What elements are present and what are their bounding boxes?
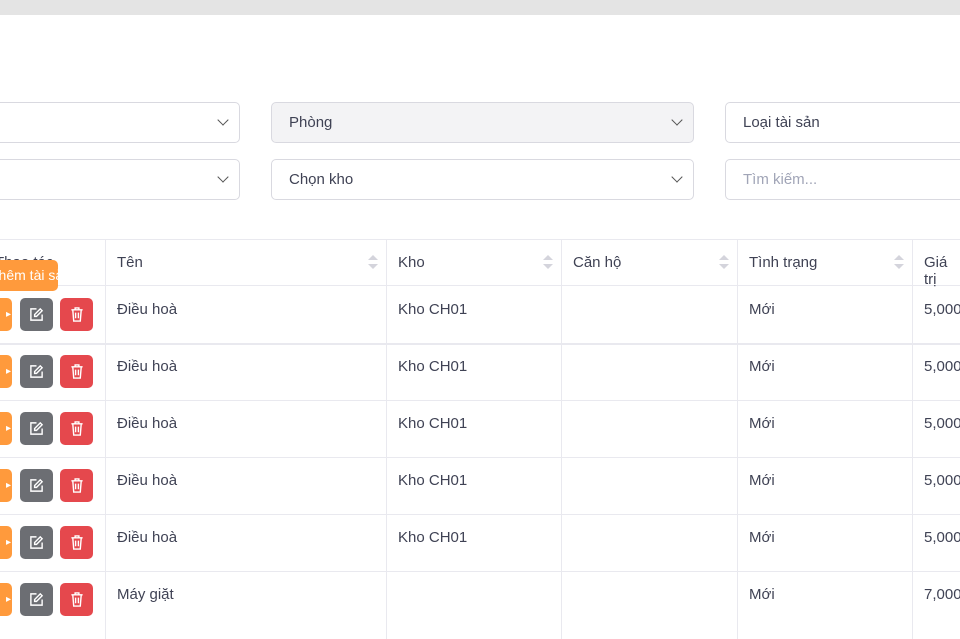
edit-button[interactable] (20, 583, 53, 616)
cell-value: 5,000 (924, 358, 960, 375)
trash-icon (70, 364, 83, 379)
room-select[interactable]: Phòng (271, 102, 694, 143)
cell-name: Điều hoà (117, 301, 178, 318)
search-placeholder: Tìm kiếm... (743, 171, 818, 188)
delete-button[interactable] (60, 526, 93, 559)
warehouse-select-value: Chọn kho (289, 171, 354, 188)
cell-name: Điều hoà (117, 415, 178, 432)
add-asset-button[interactable]: ▸ (0, 583, 12, 616)
edit-button[interactable] (20, 469, 53, 502)
asset-type-select[interactable]: Loại tài sản (725, 102, 960, 143)
arrow-right-icon: ▸ (5, 480, 12, 491)
cell-value: 5,000 (924, 529, 960, 546)
column-divider (105, 239, 106, 639)
trash-icon (70, 592, 83, 607)
cell-status: Mới (749, 586, 775, 603)
edit-icon (30, 307, 44, 321)
top-bar (0, 0, 960, 15)
cell-name: Điều hoà (117, 529, 178, 546)
add-asset-button[interactable]: ▸ (0, 355, 12, 388)
trash-icon (70, 478, 83, 493)
edit-button[interactable] (20, 526, 53, 559)
column-header[interactable]: Giá trị (924, 254, 948, 288)
edit-button[interactable] (20, 412, 53, 445)
edit-icon (30, 421, 44, 435)
asset-type-value: Loại tài sản (743, 114, 820, 131)
edit-icon (30, 364, 44, 378)
edit-button[interactable] (20, 298, 53, 331)
filter-select-2[interactable] (0, 159, 240, 200)
add-asset-button[interactable]: ▸ (0, 412, 12, 445)
column-header[interactable]: Tên (117, 254, 143, 271)
arrow-right-icon: ▸ (5, 423, 12, 434)
row-divider (0, 571, 960, 572)
cell-warehouse: Kho CH01 (398, 529, 468, 546)
cell-status: Mới (749, 415, 775, 432)
add-asset-button[interactable]: ▸ (0, 298, 12, 331)
cell-name: Máy giặt (117, 586, 174, 603)
warehouse-select[interactable]: Chọn kho (271, 159, 694, 200)
cell-status: Mới (749, 472, 775, 489)
cell-status: Mới (749, 529, 775, 546)
edit-icon (30, 535, 44, 549)
delete-button[interactable] (60, 469, 93, 502)
cell-name: Điều hoà (117, 358, 178, 375)
cell-value: 7,000 (924, 586, 960, 603)
chevron-down-icon (671, 171, 683, 183)
add-asset-button[interactable]: ▸ (0, 526, 12, 559)
delete-button[interactable] (60, 583, 93, 616)
cell-status: Mới (749, 301, 775, 318)
column-divider (912, 239, 913, 639)
edit-icon (30, 478, 44, 492)
row-divider (0, 285, 960, 286)
delete-button[interactable] (60, 298, 93, 331)
arrow-right-icon: ▸ (5, 366, 12, 377)
column-header[interactable]: Tình trạng (749, 254, 818, 271)
filter-select-1[interactable] (0, 102, 240, 143)
chevron-down-icon (217, 114, 229, 126)
chevron-down-icon (217, 171, 229, 183)
cell-value: 5,000 (924, 301, 960, 318)
trash-icon (70, 307, 83, 322)
column-divider (561, 239, 562, 639)
search-input[interactable]: Tìm kiếm... (725, 159, 960, 200)
row-divider (0, 457, 960, 458)
column-divider (386, 239, 387, 639)
trash-icon (70, 421, 83, 436)
row-divider (0, 514, 960, 515)
tooltip: Thêm tài sản (0, 260, 58, 291)
column-header[interactable]: Kho (398, 254, 425, 271)
cell-warehouse: Kho CH01 (398, 301, 468, 318)
sort-icon[interactable] (719, 255, 729, 269)
arrow-right-icon: ▸ (5, 309, 12, 320)
arrow-right-icon: ▸ (5, 537, 12, 548)
cell-warehouse: Kho CH01 (398, 415, 468, 432)
cell-value: 5,000 (924, 472, 960, 489)
cell-status: Mới (749, 358, 775, 375)
column-divider (737, 239, 738, 639)
sort-icon[interactable] (543, 255, 553, 269)
cell-value: 5,000 (924, 415, 960, 432)
cell-warehouse: Kho CH01 (398, 358, 468, 375)
delete-button[interactable] (60, 412, 93, 445)
arrow-right-icon: ▸ (5, 594, 12, 605)
column-header[interactable]: Căn hộ (573, 254, 622, 271)
row-divider (0, 239, 960, 240)
add-asset-button[interactable]: ▸ (0, 469, 12, 502)
row-divider (0, 400, 960, 401)
cell-warehouse: Kho CH01 (398, 472, 468, 489)
row-divider (0, 343, 960, 345)
trash-icon (70, 535, 83, 550)
cell-name: Điều hoà (117, 472, 178, 489)
delete-button[interactable] (60, 355, 93, 388)
sort-icon[interactable] (368, 255, 378, 269)
edit-icon (30, 592, 44, 606)
sort-icon[interactable] (894, 255, 904, 269)
edit-button[interactable] (20, 355, 53, 388)
chevron-down-icon (671, 114, 683, 126)
room-select-value: Phòng (289, 114, 333, 131)
